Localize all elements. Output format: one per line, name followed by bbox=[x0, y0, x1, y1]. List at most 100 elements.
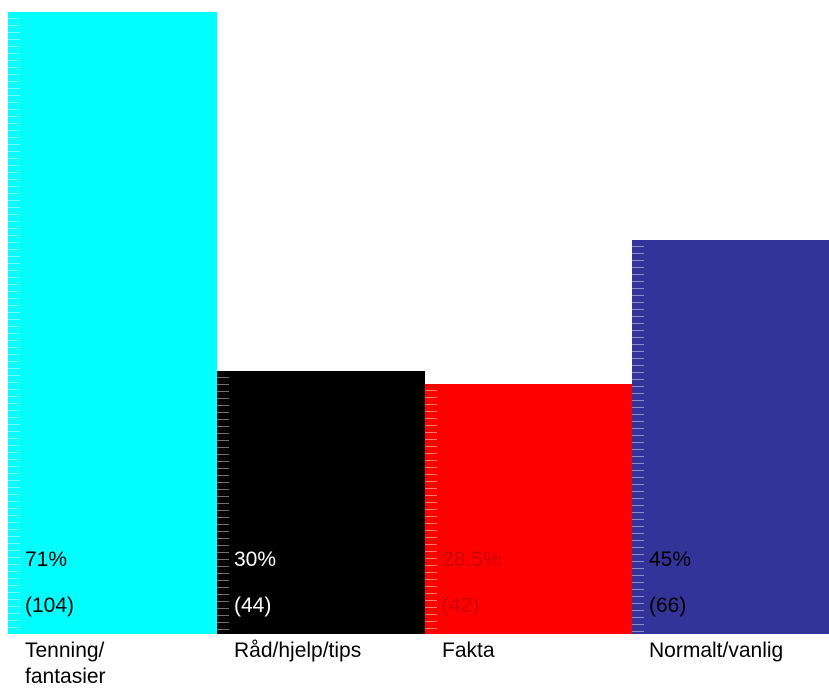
bar-texture-line bbox=[8, 74, 20, 75]
bar-texture-line bbox=[217, 587, 229, 588]
bar-texture-line bbox=[8, 305, 20, 306]
bar-texture-line bbox=[8, 431, 20, 432]
count-label: (42) bbox=[442, 594, 480, 617]
bar-texture-line bbox=[8, 319, 20, 320]
bar-texture-line bbox=[8, 214, 20, 215]
bar-texture-line bbox=[8, 284, 20, 285]
bar-4 bbox=[632, 240, 829, 634]
bar-texture-line bbox=[632, 344, 644, 345]
bar-texture-line bbox=[632, 295, 644, 296]
bar-texture-line bbox=[632, 253, 644, 254]
bar-texture-line bbox=[217, 433, 229, 434]
bar-texture-line bbox=[217, 482, 229, 483]
bar-texture-line bbox=[8, 620, 20, 621]
bar-texture-line bbox=[8, 592, 20, 593]
bar-texture-line bbox=[8, 445, 20, 446]
bar-texture-line bbox=[425, 565, 437, 566]
bar-texture-line bbox=[8, 389, 20, 390]
bar-texture-line bbox=[632, 526, 644, 527]
bar-texture-line bbox=[425, 453, 437, 454]
bar-texture-line bbox=[425, 460, 437, 461]
bar-texture-line bbox=[8, 53, 20, 54]
bar-texture-line bbox=[217, 601, 229, 602]
bar-texture-line bbox=[8, 228, 20, 229]
bar-texture-line bbox=[8, 67, 20, 68]
bar-texture-line bbox=[217, 615, 229, 616]
bar-texture-line bbox=[425, 558, 437, 559]
bar-texture-line bbox=[217, 412, 229, 413]
bar-texture-line bbox=[217, 629, 229, 630]
bar-texture-line bbox=[8, 291, 20, 292]
bar-texture-line bbox=[425, 600, 437, 601]
bar-texture-line bbox=[632, 337, 644, 338]
bar-texture-line bbox=[8, 39, 20, 40]
bar-texture-line bbox=[425, 488, 437, 489]
bar-texture-line bbox=[8, 81, 20, 82]
bar-texture-line bbox=[425, 474, 437, 475]
bar-texture-line bbox=[217, 545, 229, 546]
bar-texture-line bbox=[632, 456, 644, 457]
bar-texture-line bbox=[632, 519, 644, 520]
bar-texture-line bbox=[8, 333, 20, 334]
bar-texture-line bbox=[632, 267, 644, 268]
bar-texture-line bbox=[425, 446, 437, 447]
bar-texture-line bbox=[632, 428, 644, 429]
bar-texture-line bbox=[425, 621, 437, 622]
bar-texture-line bbox=[425, 467, 437, 468]
bar-texture-line bbox=[632, 400, 644, 401]
bar-texture-line bbox=[8, 172, 20, 173]
bar-texture-line bbox=[217, 440, 229, 441]
bar-texture-line bbox=[632, 351, 644, 352]
bar-texture-line bbox=[8, 585, 20, 586]
bar-texture-line bbox=[632, 596, 644, 597]
bar-texture-line bbox=[8, 403, 20, 404]
bar-texture-line bbox=[632, 491, 644, 492]
bar-texture-line bbox=[217, 552, 229, 553]
bar-texture-line bbox=[425, 509, 437, 510]
bar-texture-line bbox=[217, 524, 229, 525]
bar-texture-line bbox=[425, 418, 437, 419]
bar-texture-line bbox=[425, 593, 437, 594]
bar-texture-line bbox=[632, 323, 644, 324]
bar-texture-line bbox=[425, 516, 437, 517]
bar-texture-line bbox=[8, 466, 20, 467]
bar-texture-line bbox=[632, 358, 644, 359]
bar-texture-line bbox=[632, 631, 644, 632]
bar-texture-line bbox=[632, 288, 644, 289]
bar-texture-line bbox=[632, 281, 644, 282]
bar-texture-line bbox=[632, 449, 644, 450]
bar-texture-line bbox=[8, 382, 20, 383]
bar-texture-line bbox=[8, 137, 20, 138]
count-label: (44) bbox=[234, 594, 272, 617]
bar-texture-line bbox=[217, 447, 229, 448]
bar-texture-line bbox=[8, 249, 20, 250]
category-label: Normalt/vanlig bbox=[649, 639, 784, 662]
bar-texture-line bbox=[8, 501, 20, 502]
bar-texture-line bbox=[632, 470, 644, 471]
bar-texture-line bbox=[8, 550, 20, 551]
bar-texture-line bbox=[8, 123, 20, 124]
category-label: Tenning/ fantasier bbox=[25, 639, 106, 688]
bar-texture-line bbox=[425, 481, 437, 482]
bar-texture-line bbox=[217, 419, 229, 420]
bar-texture-line bbox=[8, 144, 20, 145]
bar-texture-line bbox=[8, 452, 20, 453]
bar-texture-line bbox=[632, 463, 644, 464]
bar-texture-line bbox=[632, 379, 644, 380]
bar-texture-line bbox=[217, 503, 229, 504]
bar-texture-line bbox=[8, 578, 20, 579]
bar-texture-line bbox=[217, 559, 229, 560]
bar-texture-line bbox=[8, 25, 20, 26]
bar-texture-line bbox=[217, 426, 229, 427]
bar-texture-line bbox=[8, 529, 20, 530]
bar-texture-line bbox=[632, 442, 644, 443]
bar-texture-line bbox=[632, 435, 644, 436]
value-label: 30% bbox=[234, 548, 277, 571]
bar-texture-line bbox=[8, 396, 20, 397]
bar-texture-line bbox=[217, 594, 229, 595]
bar-texture-line bbox=[8, 277, 20, 278]
bar-3 bbox=[425, 384, 632, 634]
bar-texture-line bbox=[8, 599, 20, 600]
bar-texture-line bbox=[425, 495, 437, 496]
